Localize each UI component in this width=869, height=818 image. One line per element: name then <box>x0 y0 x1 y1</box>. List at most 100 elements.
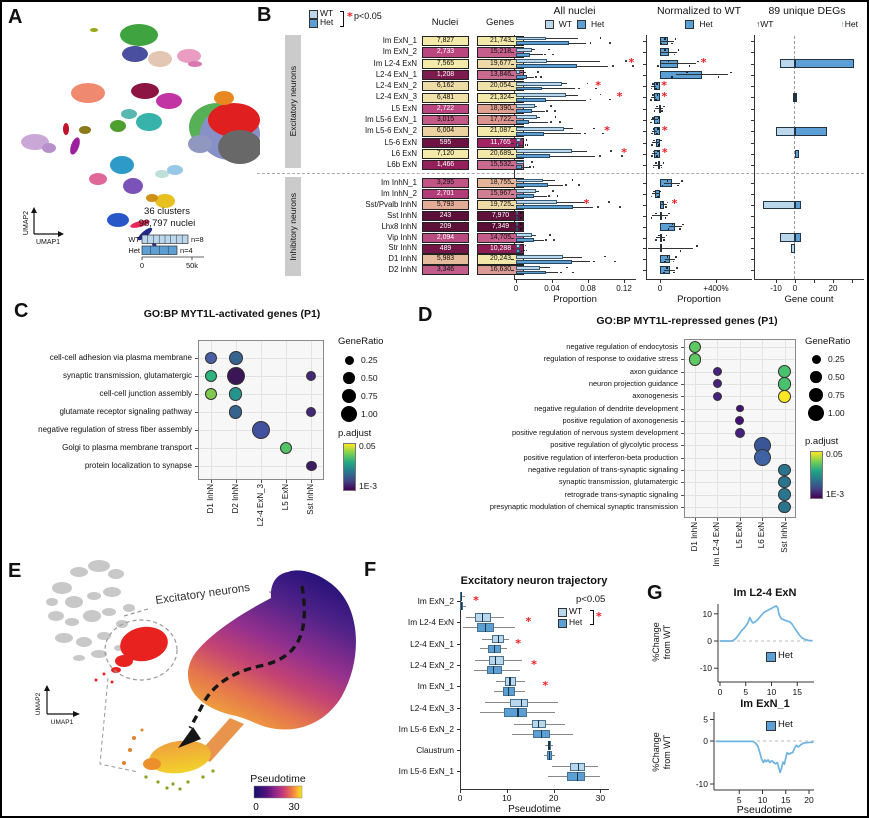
all-scatter-dot <box>609 42 612 45</box>
row-tick <box>643 183 646 184</box>
y-tick <box>681 470 684 471</box>
norm-scatter-dot <box>675 267 678 269</box>
row-tick <box>751 142 754 144</box>
g-x-tick-label: 5 <box>737 795 742 805</box>
norm-scatter-dot <box>663 38 666 40</box>
all-scatter-dot <box>519 228 522 230</box>
y-category-label: positive regulation of interferon-beta p… <box>523 452 678 462</box>
all-het-whisker <box>550 155 596 157</box>
norm-whisker <box>650 96 657 98</box>
genes-cell: 17,722 <box>477 115 524 126</box>
all-scatter-dot <box>520 223 522 225</box>
row-tick <box>643 86 646 88</box>
norm-sig-star: * <box>661 146 668 160</box>
degs-legend: ↑WT ↑Het <box>746 19 867 29</box>
row-tick <box>643 215 646 217</box>
y-tick <box>681 408 684 410</box>
f-row-label: L2-4 ExN_3 <box>410 702 454 713</box>
norm-whisker <box>661 51 677 53</box>
norm-scatter-dot <box>655 162 657 164</box>
dotplot-gridline-h <box>199 466 323 467</box>
row-tick <box>643 248 646 250</box>
genes-cell: 20,054 <box>477 81 524 92</box>
norm-sig-star: * <box>700 56 707 70</box>
generatio-legend-value: 0.25 <box>828 354 845 364</box>
het-legend-label: Het <box>320 17 334 27</box>
norm-sig-star: * <box>671 197 678 211</box>
umap-y-label: UMAP2 <box>23 211 30 235</box>
nuclei-cell: 6,481 <box>422 92 469 103</box>
wt-legend-swatch <box>309 10 318 19</box>
panel-a-letter: A <box>8 6 23 28</box>
all-wt-bar <box>516 92 566 97</box>
x-category-label: D2 InhN <box>230 484 240 514</box>
all-sig-star: * <box>616 89 623 103</box>
all-scatter-dot <box>537 71 540 73</box>
dotplot-gridline-v <box>286 341 288 479</box>
f-whisker-right <box>503 659 523 661</box>
y-category-label: regulation of response to oxidative stre… <box>543 354 678 364</box>
all-wt-whisker <box>534 105 537 107</box>
all-wt-bar <box>516 104 535 109</box>
all-scatter-dot <box>565 184 567 187</box>
deg-x-tick-label: 0 <box>792 284 798 293</box>
panel-d-title: GO:BP MYT1L-repressed genes (P1) <box>596 315 778 327</box>
norm-whisker <box>661 40 674 42</box>
dotplot-gridline-h <box>199 376 323 377</box>
umap-axes <box>31 207 64 237</box>
f-y-tick <box>457 771 460 773</box>
all-het-whisker <box>518 144 525 146</box>
norm-whisker <box>664 269 676 271</box>
all-het-whisker <box>517 217 520 219</box>
norm-scatter-dot <box>686 71 689 74</box>
umap-x-label: UMAP1 <box>36 239 60 246</box>
all-scatter-dot <box>599 37 602 40</box>
f-x-tick-label: 30 <box>595 793 606 803</box>
norm-scatter-dot <box>651 132 653 135</box>
all-scatter-dot <box>610 150 612 152</box>
row-tick <box>511 86 514 88</box>
generatio-legend-dot <box>342 389 356 403</box>
row-tick <box>751 248 754 250</box>
norm-scatter-dot <box>677 49 680 51</box>
f-row-label: Im L5-6 ExN_2 <box>398 723 454 734</box>
all-scatter-dot <box>554 116 557 119</box>
all-wt-whisker <box>536 117 541 119</box>
all-wt-bar <box>516 200 558 205</box>
deg-het-bar <box>795 59 854 68</box>
f-row-label: Im ExN_1 <box>417 681 454 692</box>
genes-cell: 19,677 <box>477 58 524 69</box>
cluster-row-label: Im ExN_1 <box>382 36 417 45</box>
padjust-min-label: 1E-3 <box>826 489 844 499</box>
all-x-tick-label: 0.04 <box>544 284 560 293</box>
all-het-whisker <box>545 272 559 274</box>
all-scatter-dot <box>593 260 596 263</box>
row-tick <box>751 119 754 121</box>
f-whisker-right <box>552 754 555 756</box>
dotplot-gridline-v <box>210 341 212 479</box>
g-y-tick-label: -10 <box>700 663 713 673</box>
g-x-tick-label: 15 <box>781 795 791 805</box>
go-term-dot <box>777 389 792 403</box>
genes-cell: 15,532 <box>477 160 524 171</box>
go-term-dot <box>305 460 317 472</box>
x-tick <box>717 518 719 521</box>
row-tick <box>751 153 754 155</box>
f-x-tick-label: 20 <box>548 793 559 803</box>
g-y-tick-label: -10 <box>696 779 709 789</box>
norm-scatter-dot <box>673 53 676 56</box>
y-tick <box>681 506 684 508</box>
f-y-tick <box>457 707 460 709</box>
all-scatter-dot <box>593 127 595 130</box>
norm-scatter-dot <box>661 201 664 204</box>
all-wt-whisker <box>557 202 586 203</box>
f-x-tick-label: 10 <box>502 793 512 803</box>
nuclei-cell: 489 <box>422 243 469 254</box>
norm-scatter-dot <box>672 260 675 263</box>
go-term-dot <box>778 463 791 477</box>
row-tick <box>511 131 514 133</box>
f-whisker-left <box>479 648 489 650</box>
inhibitory-group-strip: Inhibitory neurons <box>285 177 301 276</box>
norm-scatter-dot <box>653 110 656 112</box>
dotplot-gridline-h <box>685 494 795 496</box>
